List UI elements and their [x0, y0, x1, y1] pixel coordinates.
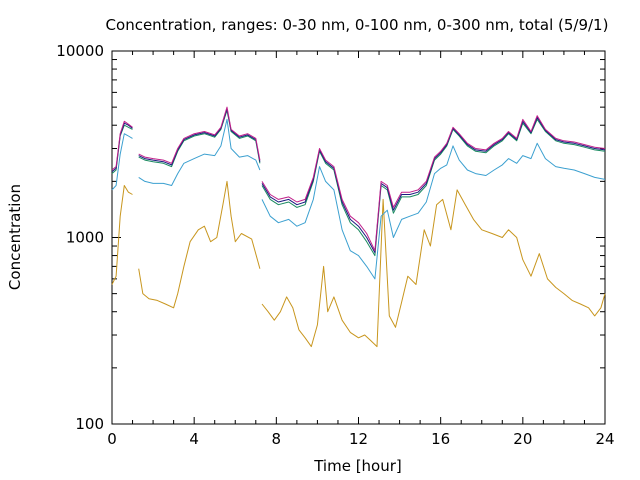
y-tick-label: 10000 — [56, 42, 104, 60]
series-line-segment — [261, 117, 606, 254]
chart-title: Concentration, ranges: 0-30 nm, 0-100 nm… — [106, 16, 609, 34]
minor-ticks — [112, 51, 605, 424]
series-line-segment — [138, 108, 261, 166]
series-2-line — [111, 109, 606, 257]
x-tick-label: 0 — [107, 430, 117, 448]
series-line-segment — [138, 118, 261, 186]
series-1-line — [111, 118, 606, 280]
series-layer — [111, 106, 606, 348]
x-axis-label: Time [hour] — [313, 457, 402, 475]
series-line-segment — [261, 118, 606, 257]
series-line-segment — [261, 189, 606, 348]
series-line-segment — [138, 106, 261, 164]
series-4-line — [111, 106, 606, 252]
series-line-segment — [111, 124, 133, 174]
x-axis-ticks: 0 4 8 12 16 20 24 — [107, 51, 615, 448]
x-tick-label: 4 — [189, 430, 199, 448]
series-0-line — [111, 180, 606, 348]
series-line-segment — [138, 109, 261, 168]
y-axis-ticks: 100 1000 10000 — [56, 42, 605, 433]
x-tick-label: 24 — [595, 430, 614, 448]
y-tick-label: 1000 — [66, 229, 104, 247]
y-axis-label: Concentration — [6, 184, 24, 290]
series-line-segment — [261, 115, 606, 252]
series-line-segment — [111, 122, 133, 173]
x-tick-label: 8 — [272, 430, 282, 448]
x-tick-label: 16 — [431, 430, 450, 448]
x-tick-label: 20 — [513, 430, 532, 448]
series-line-segment — [111, 185, 133, 285]
series-line-segment — [111, 133, 133, 191]
x-tick-label: 12 — [349, 430, 368, 448]
plot-frame — [111, 50, 606, 425]
series-line-segment — [111, 120, 133, 171]
series-line-segment — [138, 180, 261, 309]
series-line-segment — [261, 142, 606, 280]
y-tick-label: 100 — [75, 415, 104, 433]
